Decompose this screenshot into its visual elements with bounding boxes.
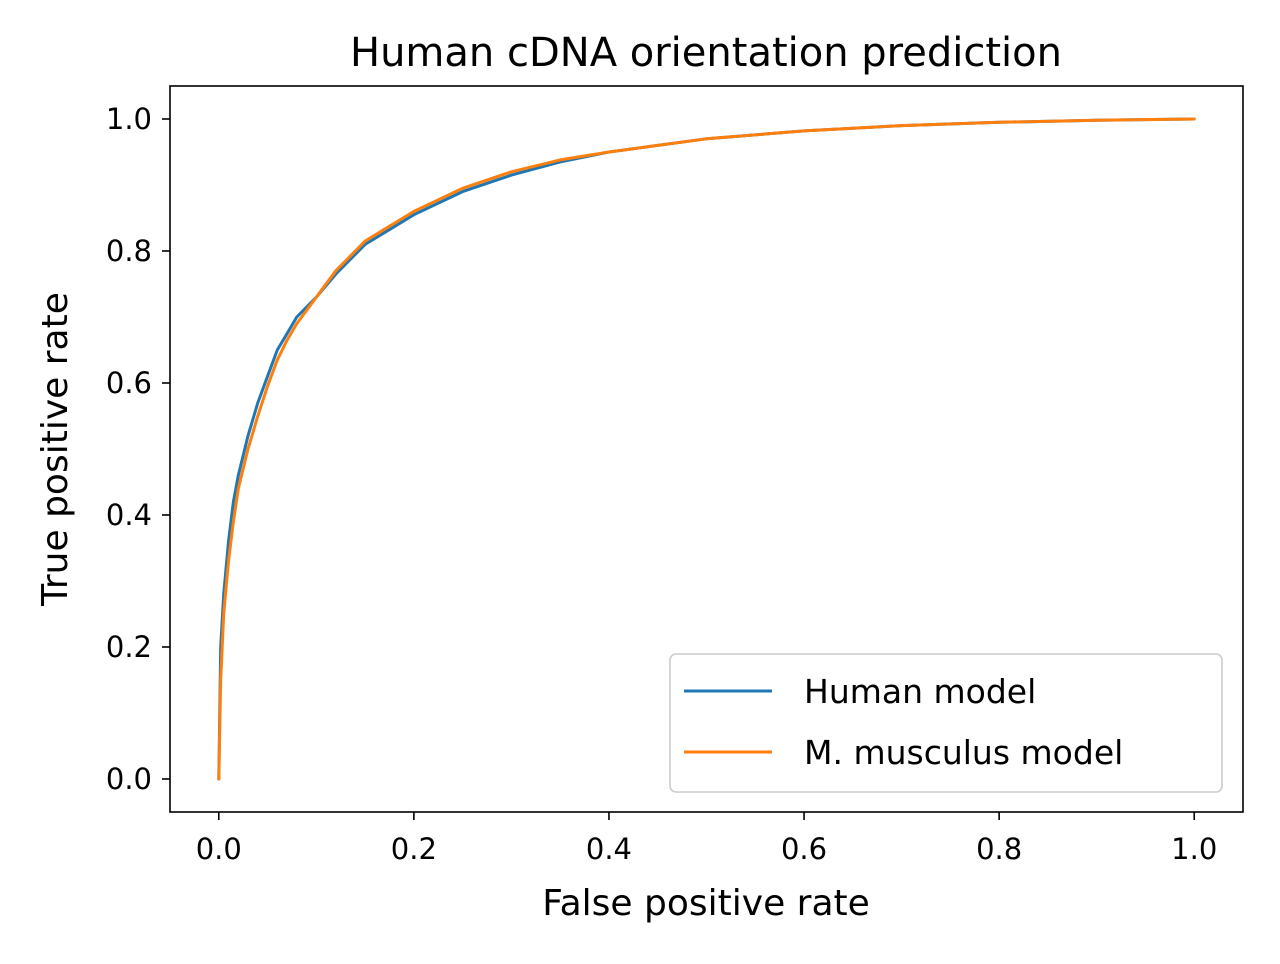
y-tick-label: 0.4 [106,498,152,532]
y-axis-label: True positive rate [35,292,76,607]
series-line-m-musculus-model [217,117,1196,781]
legend-label: Human model [804,672,1036,711]
x-tick-label: 1.0 [1171,832,1217,866]
x-axis: 0.0 0.2 0.4 0.6 0.8 1.0 [196,812,1217,866]
x-tick-label: 0.4 [586,832,632,866]
y-tick-label: 0.8 [106,234,152,268]
x-tick-label: 0.6 [781,832,827,866]
y-tick-label: 0.2 [106,630,152,664]
x-tick-label: 0.2 [391,832,437,866]
y-tick-label: 0.0 [106,762,152,796]
x-tick-label: 0.8 [976,832,1022,866]
legend-entries: Human model M. musculus model [684,672,1123,772]
plot-area-frame [169,85,1244,813]
x-axis-label: False positive rate [542,883,870,924]
legend: Human model M. musculus model [669,653,1223,793]
series-layer [217,117,1196,781]
legend-box [669,653,1223,793]
legend-label: M. musculus model [804,733,1123,772]
y-axis: 0.0 0.2 0.4 0.6 0.8 1.0 [106,102,170,796]
y-tick-label: 0.6 [106,366,152,400]
y-tick-label: 1.0 [106,102,152,136]
x-tick-label: 0.0 [196,832,242,866]
chart-title: Human cDNA orientation prediction [350,30,1062,76]
